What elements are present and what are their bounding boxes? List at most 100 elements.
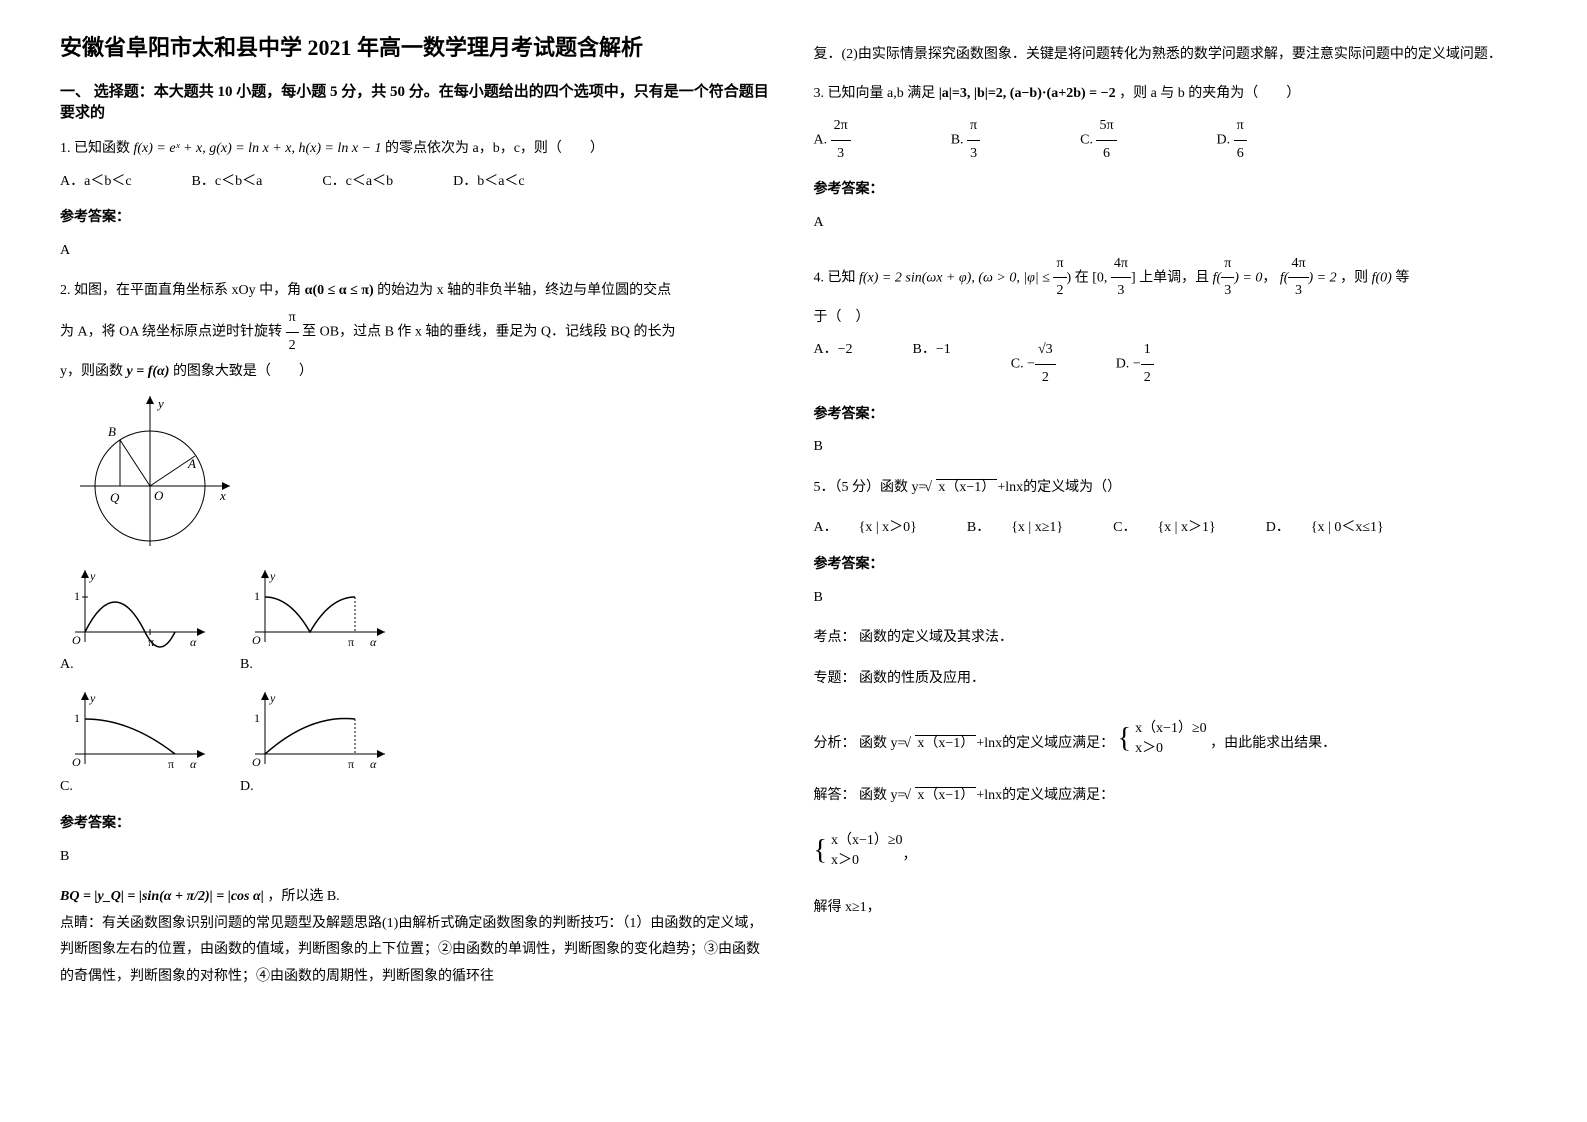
q4-options: A．−2 B．−1 C. −√32 D. −12	[814, 337, 1528, 391]
svg-text:O: O	[72, 755, 81, 769]
q2-label-d: D.	[240, 779, 254, 794]
q3-opt-c: C. 5π6	[1080, 113, 1116, 167]
svg-text:π: π	[348, 757, 354, 771]
q2-plot-d: y 1 O π α	[240, 684, 390, 774]
q2-plot-b: y 1 O π α	[240, 562, 390, 652]
q2-alpha-range: α(0 ≤ α ≤ π)	[305, 283, 374, 298]
q2-stem1b: 的始边为 x 轴的非负半轴，终边与单位圆的交点	[377, 283, 671, 298]
question-3: 3. 已知向量 a,b 满足 |a|=3, |b|=2, (a−b)·(a+2b…	[814, 81, 1528, 237]
q1-opt-b: B．c＜b＜a	[192, 169, 263, 196]
q3-ans: A	[814, 210, 1528, 237]
q2-expl2-cont: 复．(2)由实际情景探究函数图象．关键是将问题转化为熟悉的数学问题求解，要注意实…	[814, 42, 1528, 69]
q4-opt-c: C. −√32	[1011, 337, 1056, 391]
q4-ans: B	[814, 434, 1528, 461]
q4-stem-pre: 4. 已知	[814, 270, 856, 285]
q1-options: A．a＜b＜c B．c＜b＜a C．c＜a＜b D．b＜a＜c	[60, 169, 774, 196]
q1-ans: A	[60, 238, 774, 265]
q3-cond: |a|=3, |b|=2, (a−b)·(a+2b) = −2	[939, 86, 1116, 101]
q5-options: A． {x | x＞0} B． {x | x≥1} C． {x | x＞1} D…	[814, 515, 1528, 542]
q3-ans-head: 参考答案：	[814, 177, 1528, 204]
svg-text:π: π	[348, 635, 354, 649]
q1-opt-a: A．a＜b＜c	[60, 169, 132, 196]
q1-stem-pre: 1. 已知函数	[60, 141, 130, 156]
q3-opt-a: A. 2π3	[814, 113, 851, 167]
q5-ans-head: 参考答案：	[814, 552, 1528, 579]
svg-text:A: A	[187, 456, 196, 471]
svg-text:B: B	[108, 424, 116, 439]
q4-math1: f(x) = 2 sin(ωx + φ), (ω > 0, |φ| ≤	[859, 270, 1053, 285]
q1-stem-post: 的零点依次为 a，b，c，则（ ）	[385, 141, 604, 156]
q2-label-a: A.	[60, 657, 74, 672]
q2-stem2b: 至 OB，过点 B 作 x 轴的垂线，垂足为 Q．记线段 BQ 的长为	[302, 324, 675, 339]
svg-text:y: y	[269, 569, 276, 583]
svg-text:y: y	[269, 691, 276, 705]
unit-circle-diagram: y x B A Q O	[60, 386, 240, 556]
section-a-head: 一、 选择题：本大题共 10 小题，每小题 5 分，共 50 分。在每小题给出的…	[60, 80, 774, 122]
q2-ans: B	[60, 844, 774, 871]
q4-opt-a: A．−2	[814, 337, 853, 391]
svg-text:y: y	[89, 569, 96, 583]
q5-system-2: { x（x−1）≥0 x＞0	[814, 824, 903, 877]
q2-expl1: BQ = |y_Q| = |sin(α + π/2)| = |cos α|	[60, 889, 264, 904]
q5-zt-label: 专题：	[814, 671, 860, 686]
q4-opt-b: B．−1	[913, 337, 951, 391]
doc-title: 安徽省阜阳市太和县中学 2021 年高一数学理月考试题含解析	[60, 30, 774, 62]
svg-text:π: π	[148, 635, 154, 649]
q1-ans-head: 参考答案：	[60, 205, 774, 232]
q5-opt-d: D． {x | 0＜x≤1}	[1266, 515, 1384, 542]
svg-text:1: 1	[254, 711, 260, 725]
q2-stem2a: 为 A，将 OA 绕坐标原点逆时针旋转	[60, 324, 282, 339]
svg-text:1: 1	[74, 711, 80, 725]
q2-plot-row-2: y 1 O π α C.	[60, 684, 774, 801]
q5-system-1: { x（x−1）≥0 x＞0	[1118, 712, 1207, 765]
q2-rot-frac: π 2	[286, 305, 299, 359]
question-1: 1. 已知函数 f(x) = eˣ + x, g(x) = ln x + x, …	[60, 136, 774, 264]
left-column: 安徽省阜阳市太和县中学 2021 年高一数学理月考试题含解析 一、 选择题：本大…	[60, 30, 774, 1003]
right-column: 复．(2)由实际情景探究函数图象．关键是将问题转化为熟悉的数学问题求解，要注意实…	[814, 30, 1528, 1003]
svg-text:π: π	[168, 757, 174, 771]
svg-text:1: 1	[74, 589, 80, 603]
q1-opt-c: C．c＜a＜b	[322, 169, 393, 196]
svg-text:O: O	[252, 633, 261, 647]
svg-text:O: O	[72, 633, 81, 647]
q2-plot-row-1: y 1 O π α A.	[60, 562, 774, 679]
q5-result: 解得 x≥1，	[814, 895, 1528, 922]
q2-label-c: C.	[60, 779, 73, 794]
q2-stem3a: y，则函数	[60, 364, 123, 379]
q2-expl2: 点睛：有关函数图象识别问题的常见题型及解题思路(1)由解析式确定函数图象的判断技…	[60, 911, 774, 991]
q2-yfa: y = f(α)	[127, 364, 170, 379]
svg-text:O: O	[252, 755, 261, 769]
q5-opt-b: B． {x | x≥1}	[967, 515, 1063, 542]
q3-stem-pre: 3. 已知向量 a,b 满足	[814, 86, 936, 101]
question-4: 4. 已知 f(x) = 2 sin(ωx + φ), (ω > 0, |φ| …	[814, 251, 1528, 461]
q5-stem-pre: 5．（5 分）函数 y=	[814, 480, 927, 495]
svg-text:α: α	[190, 635, 197, 649]
svg-text:1: 1	[254, 589, 260, 603]
q3-stem-post: ，则 a 与 b 的夹角为（ ）	[1119, 86, 1300, 101]
svg-text:y: y	[89, 691, 96, 705]
q2-stem1a: 2. 如图，在平面直角坐标系 xOy 中，角	[60, 283, 301, 298]
svg-text:x: x	[219, 488, 226, 503]
svg-text:α: α	[370, 635, 377, 649]
q5-jd-label: 解答：	[814, 788, 860, 803]
q2-label-b: B.	[240, 657, 253, 672]
question-5: 5．（5 分）函数 y=x（x−1）+lnx的定义域为（） A． {x | x＞…	[814, 475, 1528, 922]
q5-fx-label: 分析：	[814, 736, 860, 751]
q3-opt-b: B. π3	[951, 113, 980, 167]
q1-opt-d: D．b＜a＜c	[453, 169, 525, 196]
q3-opt-d: D. π6	[1217, 113, 1247, 167]
svg-text:O: O	[154, 488, 164, 503]
q5-ans: B	[814, 585, 1528, 612]
question-2: 2. 如图，在平面直角坐标系 xOy 中，角 α(0 ≤ α ≤ π) 的始边为…	[60, 278, 774, 990]
svg-text:y: y	[156, 396, 164, 411]
q3-options: A. 2π3 B. π3 C. 5π6 D. π6	[814, 113, 1528, 167]
svg-text:α: α	[370, 757, 377, 771]
q1-math: f(x) = eˣ + x, g(x) = ln x + x, h(x) = l…	[134, 141, 382, 156]
q5-opt-c: C． {x | x＞1}	[1113, 515, 1216, 542]
q4-ans-head: 参考答案：	[814, 402, 1528, 429]
q5-opt-a: A． {x | x＞0}	[814, 515, 917, 542]
svg-text:Q: Q	[110, 490, 120, 505]
q2-plot-a: y 1 O π α	[60, 562, 210, 652]
q2-expl1-tail: ，所以选 B.	[267, 889, 339, 904]
q5-kd-label: 考点：	[814, 630, 860, 645]
